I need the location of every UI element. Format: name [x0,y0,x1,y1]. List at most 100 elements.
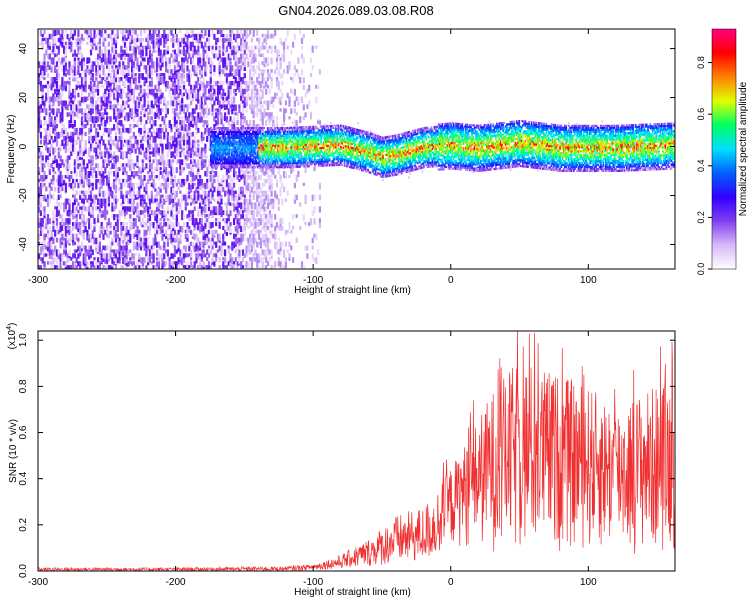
heatmap-cell [270,182,273,190]
heatmap-cell [61,116,64,122]
heatmap-cell [113,33,116,38]
heatmap-cell [72,186,75,191]
heatmap-cell [127,190,130,195]
heatmap-cell [156,249,159,256]
heatmap-cell [173,65,177,72]
heatmap-cell [199,253,202,257]
heatmap-cell [106,253,109,260]
heatmap-cell [197,171,200,177]
heatmap-cell [136,104,139,109]
heatmap-cell [234,134,237,137]
heatmap-cell [100,77,103,82]
heatmap-cell [193,206,196,211]
heatmap-cell [197,265,200,269]
heatmap-cell [89,116,93,122]
heatmap-cell [179,171,182,176]
heatmap-cell [236,148,238,151]
heatmap-cell [91,261,94,268]
heatmap-cell [215,210,218,216]
heatmap-cell [116,222,119,229]
heatmap-cell [43,69,46,76]
heatmap-cell [199,80,202,87]
heatmap-cell [39,108,42,113]
heatmap-cell [204,96,207,104]
heatmap-cell [317,249,320,256]
heatmap-cell [120,108,123,113]
heatmap-cell [166,80,169,88]
heatmap-cell [229,140,232,143]
heatmap-cell [86,120,89,126]
heatmap-cell [261,190,264,197]
heatmap-cell [64,245,67,251]
heatmap-cell [266,245,270,252]
heatmap-cell [207,202,211,207]
heatmap-cell [55,265,59,269]
heatmap-cell [209,147,212,152]
heatmap-cell [188,245,191,252]
heatmap-cell [61,84,64,92]
heatmap-cell [109,159,112,163]
heatmap-cell [134,30,137,35]
heatmap-cell [209,265,212,269]
heatmap-cell [313,233,316,238]
heatmap-cell [237,269,239,274]
heatmap-cell [233,88,236,94]
heatmap-cell [311,65,314,70]
heatmap-cell [218,100,221,106]
heatmap-cell [256,253,259,260]
heatmap-cell [231,245,234,251]
heatmap-cell [247,249,250,255]
heatmap-cell [181,194,184,201]
heatmap-cell [104,108,107,115]
heatmap-cell [97,167,100,174]
heatmap-cell [150,61,153,69]
heatmap-cell [64,139,67,146]
heatmap-cell [143,131,146,138]
heatmap-cell [215,112,218,119]
heatmap-cell [222,166,225,169]
heatmap-cell [84,222,87,225]
heatmap-cell [107,139,110,146]
heatmap-cell [152,210,155,215]
heatmap-cell [191,92,194,98]
heatmap-cell [227,186,230,194]
heatmap-cell [131,33,134,40]
heatmap-cell [213,116,216,122]
heatmap-cell [156,41,159,45]
heatmap-cell [190,57,193,64]
heatmap-cell [199,84,202,91]
heatmap-cell [249,73,252,78]
heatmap-cell [41,65,44,71]
heatmap-cell [179,88,182,96]
heatmap-cell [77,245,80,252]
heatmap-cell [295,69,298,73]
heatmap-cell [95,143,98,148]
heatmap-cell [228,148,231,151]
heatmap-cell [249,96,252,101]
heatmap-cell [236,80,239,86]
heatmap-cell [63,222,66,227]
heatmap-cell [247,167,250,171]
heatmap-cell [138,116,141,122]
heatmap-cell [95,194,98,200]
heatmap-cell [270,202,273,210]
heatmap-cell [95,57,98,63]
heatmap-cell [272,202,275,210]
heatmap-cell [186,194,189,201]
heatmap-cell [83,269,85,273]
heatmap-cell [107,257,110,262]
heatmap-cell [234,127,237,130]
heatmap-cell [259,45,262,52]
heatmap-cell [175,37,178,43]
heatmap-cell [236,265,239,269]
heatmap-cell [98,265,101,269]
heatmap-cell [64,49,67,57]
heatmap-cell [72,253,75,259]
heatmap-cell [220,37,223,43]
heatmap-cell [263,108,266,115]
heatmap-cell [191,30,194,35]
heatmap-cell [84,108,87,114]
heatmap-cell [166,33,169,40]
heatmap-cell [213,164,216,167]
heatmap-cell [250,100,253,108]
